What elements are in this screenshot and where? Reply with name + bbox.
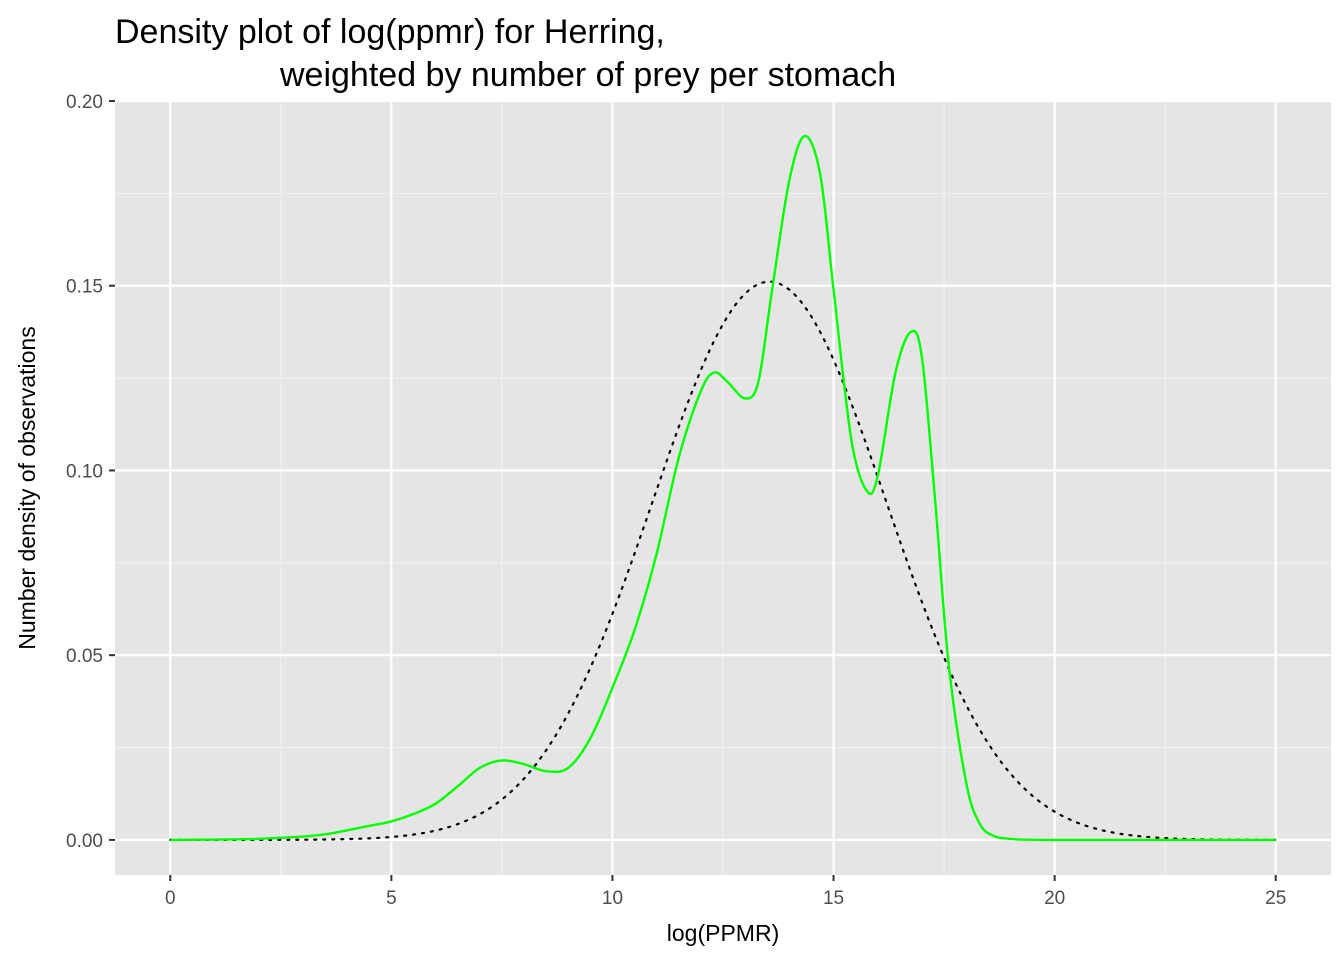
x-tick-label: 20 [1044, 888, 1065, 909]
series-density-green-line [170, 134, 1276, 842]
y-tick-label: 0.05 [66, 646, 103, 667]
x-tick-label: 25 [1265, 888, 1286, 909]
y-tick-label: 0.15 [66, 277, 103, 298]
grid-minor [115, 101, 1331, 875]
y-tick-label: 0.00 [66, 831, 103, 852]
series-layer [169, 134, 1277, 842]
x-axis-title: log(PPMR) [667, 920, 779, 946]
chart-title-line-1: Density plot of log(ppmr) for Herring, [115, 13, 665, 51]
chart-title-line-2: weighted by number of prey per stomach [279, 56, 896, 94]
x-tick-label: 0 [165, 888, 176, 909]
x-tick-label: 15 [823, 888, 844, 909]
grid-major [115, 99, 1331, 875]
y-tick-label: 0.20 [66, 92, 103, 113]
x-tick-label: 5 [386, 888, 397, 909]
x-axis: 0 5 10 15 20 25 [165, 875, 1286, 909]
y-axis-title: Number density of observations [14, 326, 40, 649]
y-tick-label: 0.10 [66, 461, 103, 482]
x-tick-label: 10 [602, 888, 623, 909]
y-axis: 0.00 0.05 0.10 0.15 0.20 [66, 92, 115, 852]
